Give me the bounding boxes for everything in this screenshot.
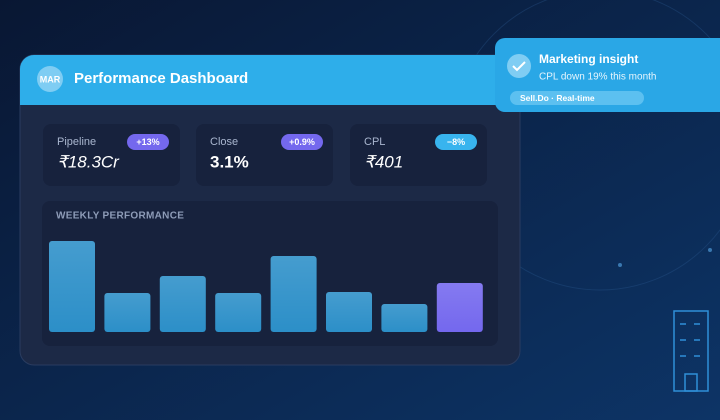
- bar-sheen: [381, 304, 428, 332]
- kpi-card: Pipeline +13% ₹18.3Cr: [43, 124, 180, 186]
- bar-sheen: [326, 292, 372, 332]
- notification-title: Marketing insight: [539, 52, 638, 66]
- check-icon: [507, 54, 531, 78]
- avatar-text: MAR: [40, 74, 61, 84]
- notification-tag-bg: [510, 91, 644, 105]
- notification: Marketing insight CPL down 19% this mont…: [495, 38, 720, 112]
- check-mark: [512, 61, 526, 72]
- chart-title: WEEKLY PERFORMANCE: [56, 211, 184, 222]
- card-title: Performance Dashboard: [74, 70, 248, 87]
- kpi-label: CPL: [364, 136, 385, 148]
- notification-text: CPL down 19% this month: [539, 72, 656, 83]
- kpi-value: 3.1%: [210, 152, 249, 171]
- kpi-card: CPL −8% ₹401: [350, 124, 487, 186]
- kpi-label: Close: [210, 136, 238, 148]
- kpi-value: ₹401: [364, 152, 403, 171]
- deco-dot: [618, 263, 622, 267]
- bar-sheen: [49, 241, 95, 332]
- bar-sheen: [215, 293, 262, 332]
- building-icon: [673, 310, 709, 392]
- bar-sheen: [270, 256, 317, 332]
- dashboard-card: MAR Performance Dashboard Pipeline +13% …: [19, 54, 521, 366]
- kpi-value: ₹18.3Cr: [57, 152, 120, 171]
- kpi-badge: +13%: [136, 137, 159, 147]
- notification-tag: Sell.Do · Real-time: [520, 93, 595, 103]
- deco-dot: [708, 248, 712, 252]
- kpi-label: Pipeline: [57, 136, 96, 148]
- avatar: [37, 66, 63, 92]
- card-header: [20, 55, 520, 105]
- bar-sheen: [159, 276, 206, 332]
- kpi-badge: −8%: [447, 137, 465, 147]
- bar-sheen: [104, 293, 151, 332]
- bar-group: [49, 241, 483, 332]
- bar-sheen: [436, 283, 483, 332]
- kpi-card: Close +0.9% 3.1%: [196, 124, 333, 186]
- kpi-badge: +0.9%: [289, 137, 315, 147]
